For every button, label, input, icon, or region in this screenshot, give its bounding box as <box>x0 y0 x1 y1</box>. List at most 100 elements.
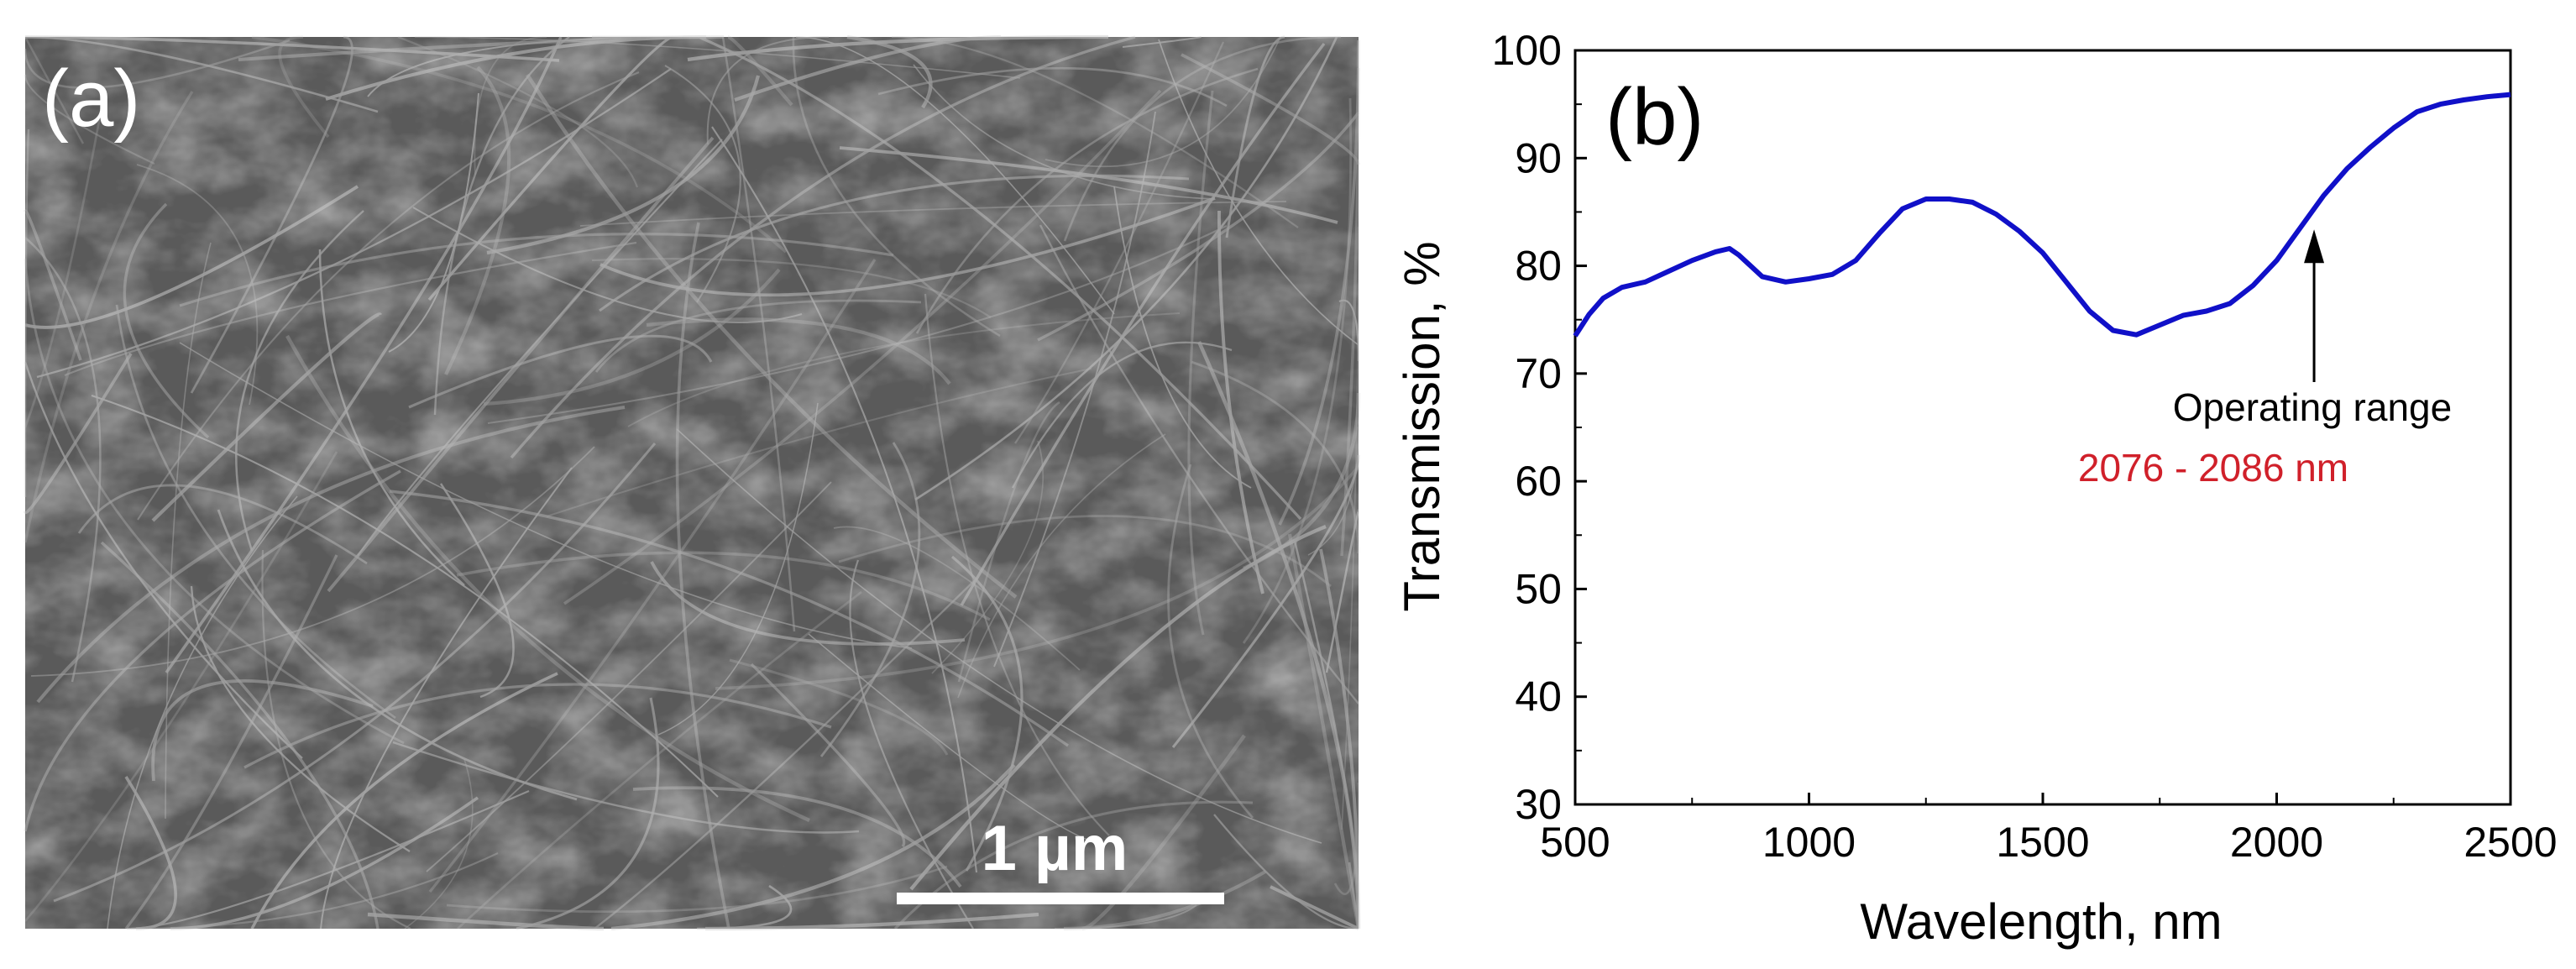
fiber <box>1045 36 1281 168</box>
fiber <box>721 36 796 632</box>
fiber <box>190 35 353 394</box>
fiber <box>251 35 788 254</box>
fiber <box>107 495 298 930</box>
annotation-range: 2076 - 2086 nm <box>2078 446 2348 490</box>
fiber <box>325 35 707 101</box>
fiber <box>165 36 563 674</box>
fiber <box>124 554 338 930</box>
fiber <box>243 683 832 769</box>
fiber <box>24 39 291 89</box>
fiber <box>687 34 1109 62</box>
panel-b: 500 1000 1500 2000 2500 30 40 50 60 70 80 90 100 Ope… <box>1394 27 2558 950</box>
fiber <box>123 202 210 439</box>
fiber <box>1325 509 1360 673</box>
fiber <box>250 672 558 930</box>
fiber <box>594 579 976 930</box>
fiber <box>24 451 338 922</box>
fiber <box>704 912 1039 931</box>
fiber <box>486 75 761 255</box>
fiber <box>278 35 330 139</box>
fiber <box>1196 341 1361 930</box>
x-tick-label: 1000 <box>1762 819 1856 866</box>
x-tick-label: 1500 <box>1996 819 2089 866</box>
x-tick-label: 2500 <box>2463 819 2557 866</box>
fiber <box>698 35 1302 521</box>
fiber <box>957 401 1060 683</box>
fiber <box>913 64 1215 200</box>
fiber <box>1225 35 1285 238</box>
fiber <box>877 66 1228 107</box>
fiber <box>1217 210 1264 594</box>
fiber <box>285 334 810 823</box>
fiber <box>1063 870 1267 931</box>
fiber <box>711 126 978 873</box>
fiber <box>627 312 1181 427</box>
fiber <box>1319 548 1360 929</box>
fiber <box>1063 35 1342 242</box>
fiber <box>1213 814 1359 930</box>
fiber <box>115 304 396 720</box>
y-tick-label: 90 <box>1515 134 1562 181</box>
fiber <box>24 469 401 832</box>
fiber <box>151 678 374 782</box>
fiber <box>24 74 155 165</box>
fiber <box>24 237 102 683</box>
fiber <box>563 89 1162 605</box>
fiber <box>808 633 1107 845</box>
y-tick-label: 30 <box>1515 781 1562 828</box>
fiber <box>510 35 1136 459</box>
fiber <box>915 67 1259 334</box>
fiber <box>1287 533 1361 930</box>
fiber <box>53 443 657 903</box>
fiber <box>130 852 499 930</box>
fiber <box>676 428 1322 844</box>
fiber <box>474 36 547 175</box>
fiber <box>610 763 1016 931</box>
fiber <box>36 68 672 379</box>
fiber <box>24 353 133 515</box>
fiber <box>1278 39 1360 526</box>
fiber <box>426 481 832 872</box>
fiber <box>599 196 1216 297</box>
operating-range-annotation: Operating range 2076 - 2086 nm <box>2078 229 2452 490</box>
fiber <box>389 490 1069 747</box>
fiber <box>318 249 465 586</box>
fiber <box>190 585 411 852</box>
fiber <box>792 36 1001 338</box>
fiber <box>36 405 626 704</box>
chart-axes: 500 1000 1500 2000 2500 30 40 50 60 70 80 90 100 <box>1492 27 2558 866</box>
fiber <box>1341 226 1359 830</box>
fiber <box>444 65 511 375</box>
fiber-network <box>24 34 1361 931</box>
fiber <box>357 139 723 557</box>
fiber <box>1187 90 1214 636</box>
x-tick-label: 500 <box>1540 819 1610 866</box>
fiber <box>675 222 730 930</box>
fiber <box>951 555 1024 872</box>
fiber <box>526 73 1018 599</box>
fiber <box>446 865 948 914</box>
fiber <box>261 549 411 930</box>
fiber <box>456 551 991 621</box>
fiber <box>179 233 894 307</box>
fiber <box>433 36 570 416</box>
fiber <box>1307 426 1359 556</box>
fiber <box>77 484 368 565</box>
fiber <box>179 342 913 649</box>
fiber <box>594 299 922 373</box>
fiber <box>235 210 364 552</box>
fiber <box>1333 782 1360 895</box>
y-tick-label: 50 <box>1515 565 1562 612</box>
fiber <box>1039 224 1359 704</box>
fiber <box>1081 734 1246 931</box>
y-tick-label: 60 <box>1515 458 1562 505</box>
fiber <box>100 541 380 930</box>
fiber <box>24 91 194 543</box>
fiber <box>24 36 85 144</box>
fiber <box>483 268 781 406</box>
fiber <box>392 741 860 834</box>
fiber <box>546 367 1092 517</box>
fiber <box>414 36 1021 79</box>
fiber <box>1191 360 1360 554</box>
fiber <box>1181 53 1360 165</box>
